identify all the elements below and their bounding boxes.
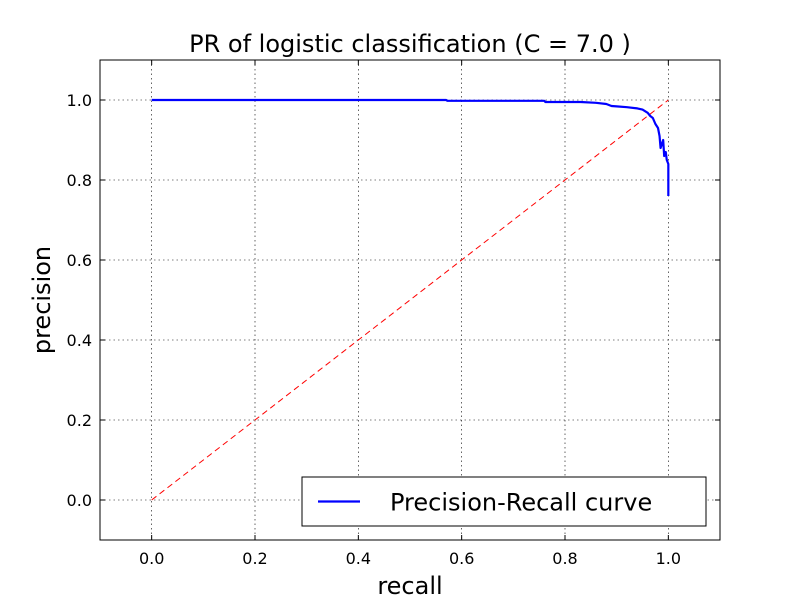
x-tick-label: 0.4 xyxy=(346,549,371,568)
precision-recall-curve xyxy=(151,98,670,196)
y-tick-label: 0.0 xyxy=(67,491,92,510)
x-tick-label: 0.0 xyxy=(139,549,164,568)
x-tick-label: 1.0 xyxy=(656,549,681,568)
y-axis-label: precision xyxy=(28,246,56,354)
series-layer xyxy=(151,98,670,501)
x-axis-label: recall xyxy=(377,572,442,600)
x-tick-label: 0.6 xyxy=(449,549,474,568)
x-tick-label: 0.8 xyxy=(552,549,577,568)
y-tick-label: 0.4 xyxy=(67,331,92,350)
x-tick-label: 0.2 xyxy=(242,549,267,568)
legend: Precision-Recall curve xyxy=(301,476,707,527)
ticks: 0.0 0.2 0.4 0.6 0.8 1.0 0.0 0.2 0.4 0.6 0.8 1.0 xyxy=(67,60,720,568)
grid xyxy=(100,60,720,540)
y-tick-label: 1.0 xyxy=(67,91,92,110)
y-tick-label: 0.6 xyxy=(67,251,92,270)
legend-box xyxy=(301,476,707,527)
y-tick-label: 0.2 xyxy=(67,411,92,430)
legend-label: Precision-Recall curve xyxy=(390,489,652,517)
chart-title: PR of logistic classification (C = 7.0 ) xyxy=(189,30,631,58)
y-tick-label: 0.8 xyxy=(67,171,92,190)
diagonal-reference-line xyxy=(151,99,669,501)
plot-frame xyxy=(99,59,721,541)
